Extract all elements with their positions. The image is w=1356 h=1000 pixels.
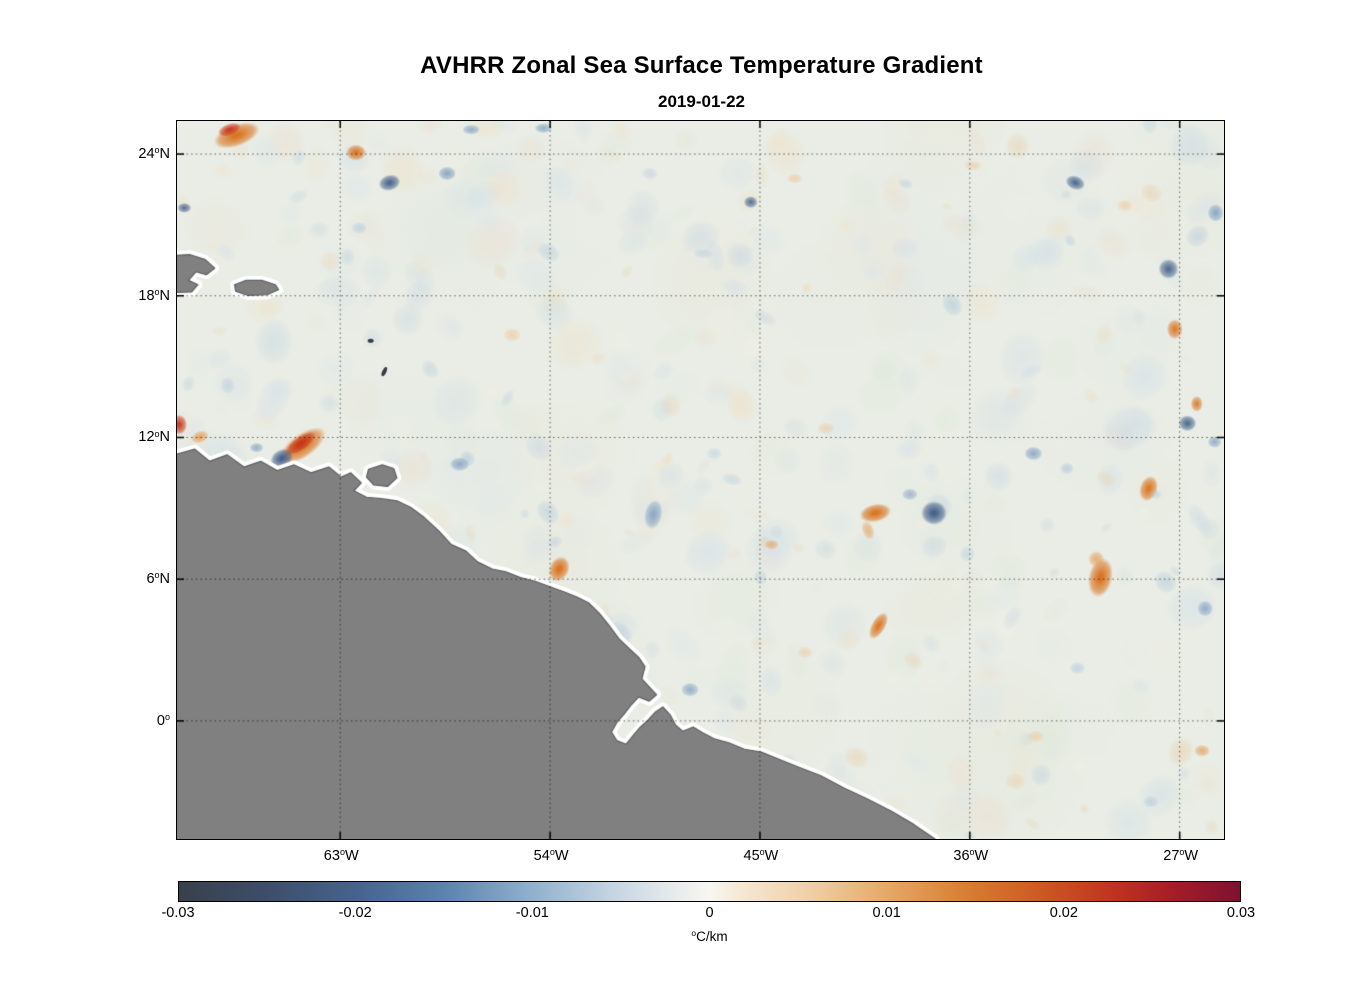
y-tick-label: 18oN (138, 287, 170, 304)
colorbar-tick-label: -0.01 (515, 905, 549, 921)
x-tick-label: 63oW (323, 847, 359, 864)
x-tick-label: 45oW (743, 847, 779, 864)
y-tick-label: 0o (156, 712, 170, 730)
y-tick-label: 24oN (138, 145, 170, 163)
y-tick-label: 6oN (146, 570, 170, 588)
colorbar-unit-label: oC/km (691, 928, 728, 944)
x-tick-label: 36oW (953, 847, 989, 864)
chart-subtitle: 2019-01-22 (658, 92, 745, 111)
colorbar (178, 881, 1241, 902)
colorbar-tick-label: 0.01 (872, 905, 901, 921)
colorbar-tick-label: 0 (705, 905, 714, 921)
x-tick-label: 54oW (533, 847, 569, 864)
y-tick-label: 12oN (138, 428, 170, 446)
colorbar-tick-label: 0.02 (1049, 905, 1078, 921)
colorbar-tick-label: -0.02 (338, 905, 372, 921)
x-tick-label: 27oW (1163, 847, 1199, 864)
colorbar-tick-label: -0.03 (161, 905, 195, 921)
sst-gradient-map (177, 121, 1225, 840)
colorbar-tick-label: 0.03 (1226, 905, 1256, 921)
map-plot (176, 120, 1226, 841)
chart-title: AVHRR Zonal Sea Surface Temperature Grad… (420, 52, 983, 79)
